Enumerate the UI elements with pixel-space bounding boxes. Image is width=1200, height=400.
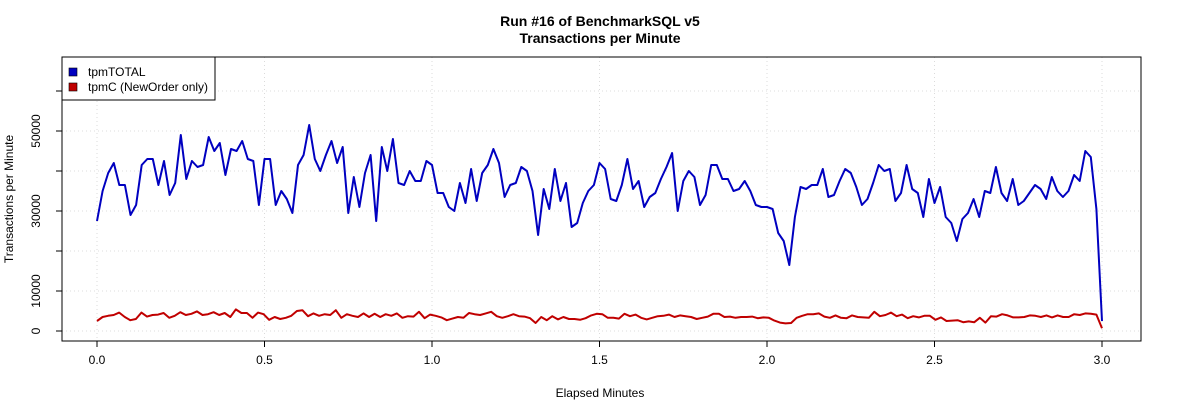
x-tick-label: 0.5 [256, 353, 273, 367]
legend-swatch-tpmtotal [68, 67, 78, 77]
y-tick-label: 50000 [29, 114, 43, 148]
series-line-tpmtotal [96, 124, 1103, 322]
series-layer [96, 124, 1103, 329]
legend: tpmTOTAL tpmC (NewOrder only) [61, 56, 216, 101]
legend-swatch-tpmc [68, 82, 78, 92]
plot-frame [61, 56, 1142, 342]
x-tick-label: 2.5 [926, 353, 943, 367]
y-axis: 0 10000 30000 50000 [29, 90, 62, 334]
x-tick-label: 1.0 [424, 353, 441, 367]
legend-label-tpmtotal: tpmTOTAL [88, 65, 146, 79]
y-axis-label: Transactions per Minute [2, 135, 16, 264]
chart-subtitle: Transactions per Minute [519, 30, 680, 46]
x-tick-label: 0.0 [89, 353, 106, 367]
series-line-tpmc [96, 308, 1103, 329]
chart-title: Run #16 of BenchmarkSQL v5 [500, 13, 700, 29]
legend-box [61, 56, 216, 101]
x-tick-label: 3.0 [1094, 353, 1111, 367]
x-tick-label: 2.0 [759, 353, 776, 367]
x-axis: 0.0 0.5 1.0 1.5 2.0 2.5 3.0 [89, 341, 1111, 367]
x-tick-label: 1.5 [591, 353, 608, 367]
grid [62, 57, 1141, 341]
x-axis-label: Elapsed Minutes [556, 386, 645, 400]
y-tick-label: 0 [29, 327, 43, 334]
y-tick-label: 30000 [29, 194, 43, 228]
legend-label-tpmc: tpmC (NewOrder only) [88, 80, 208, 94]
y-tick-label: 10000 [29, 274, 43, 308]
